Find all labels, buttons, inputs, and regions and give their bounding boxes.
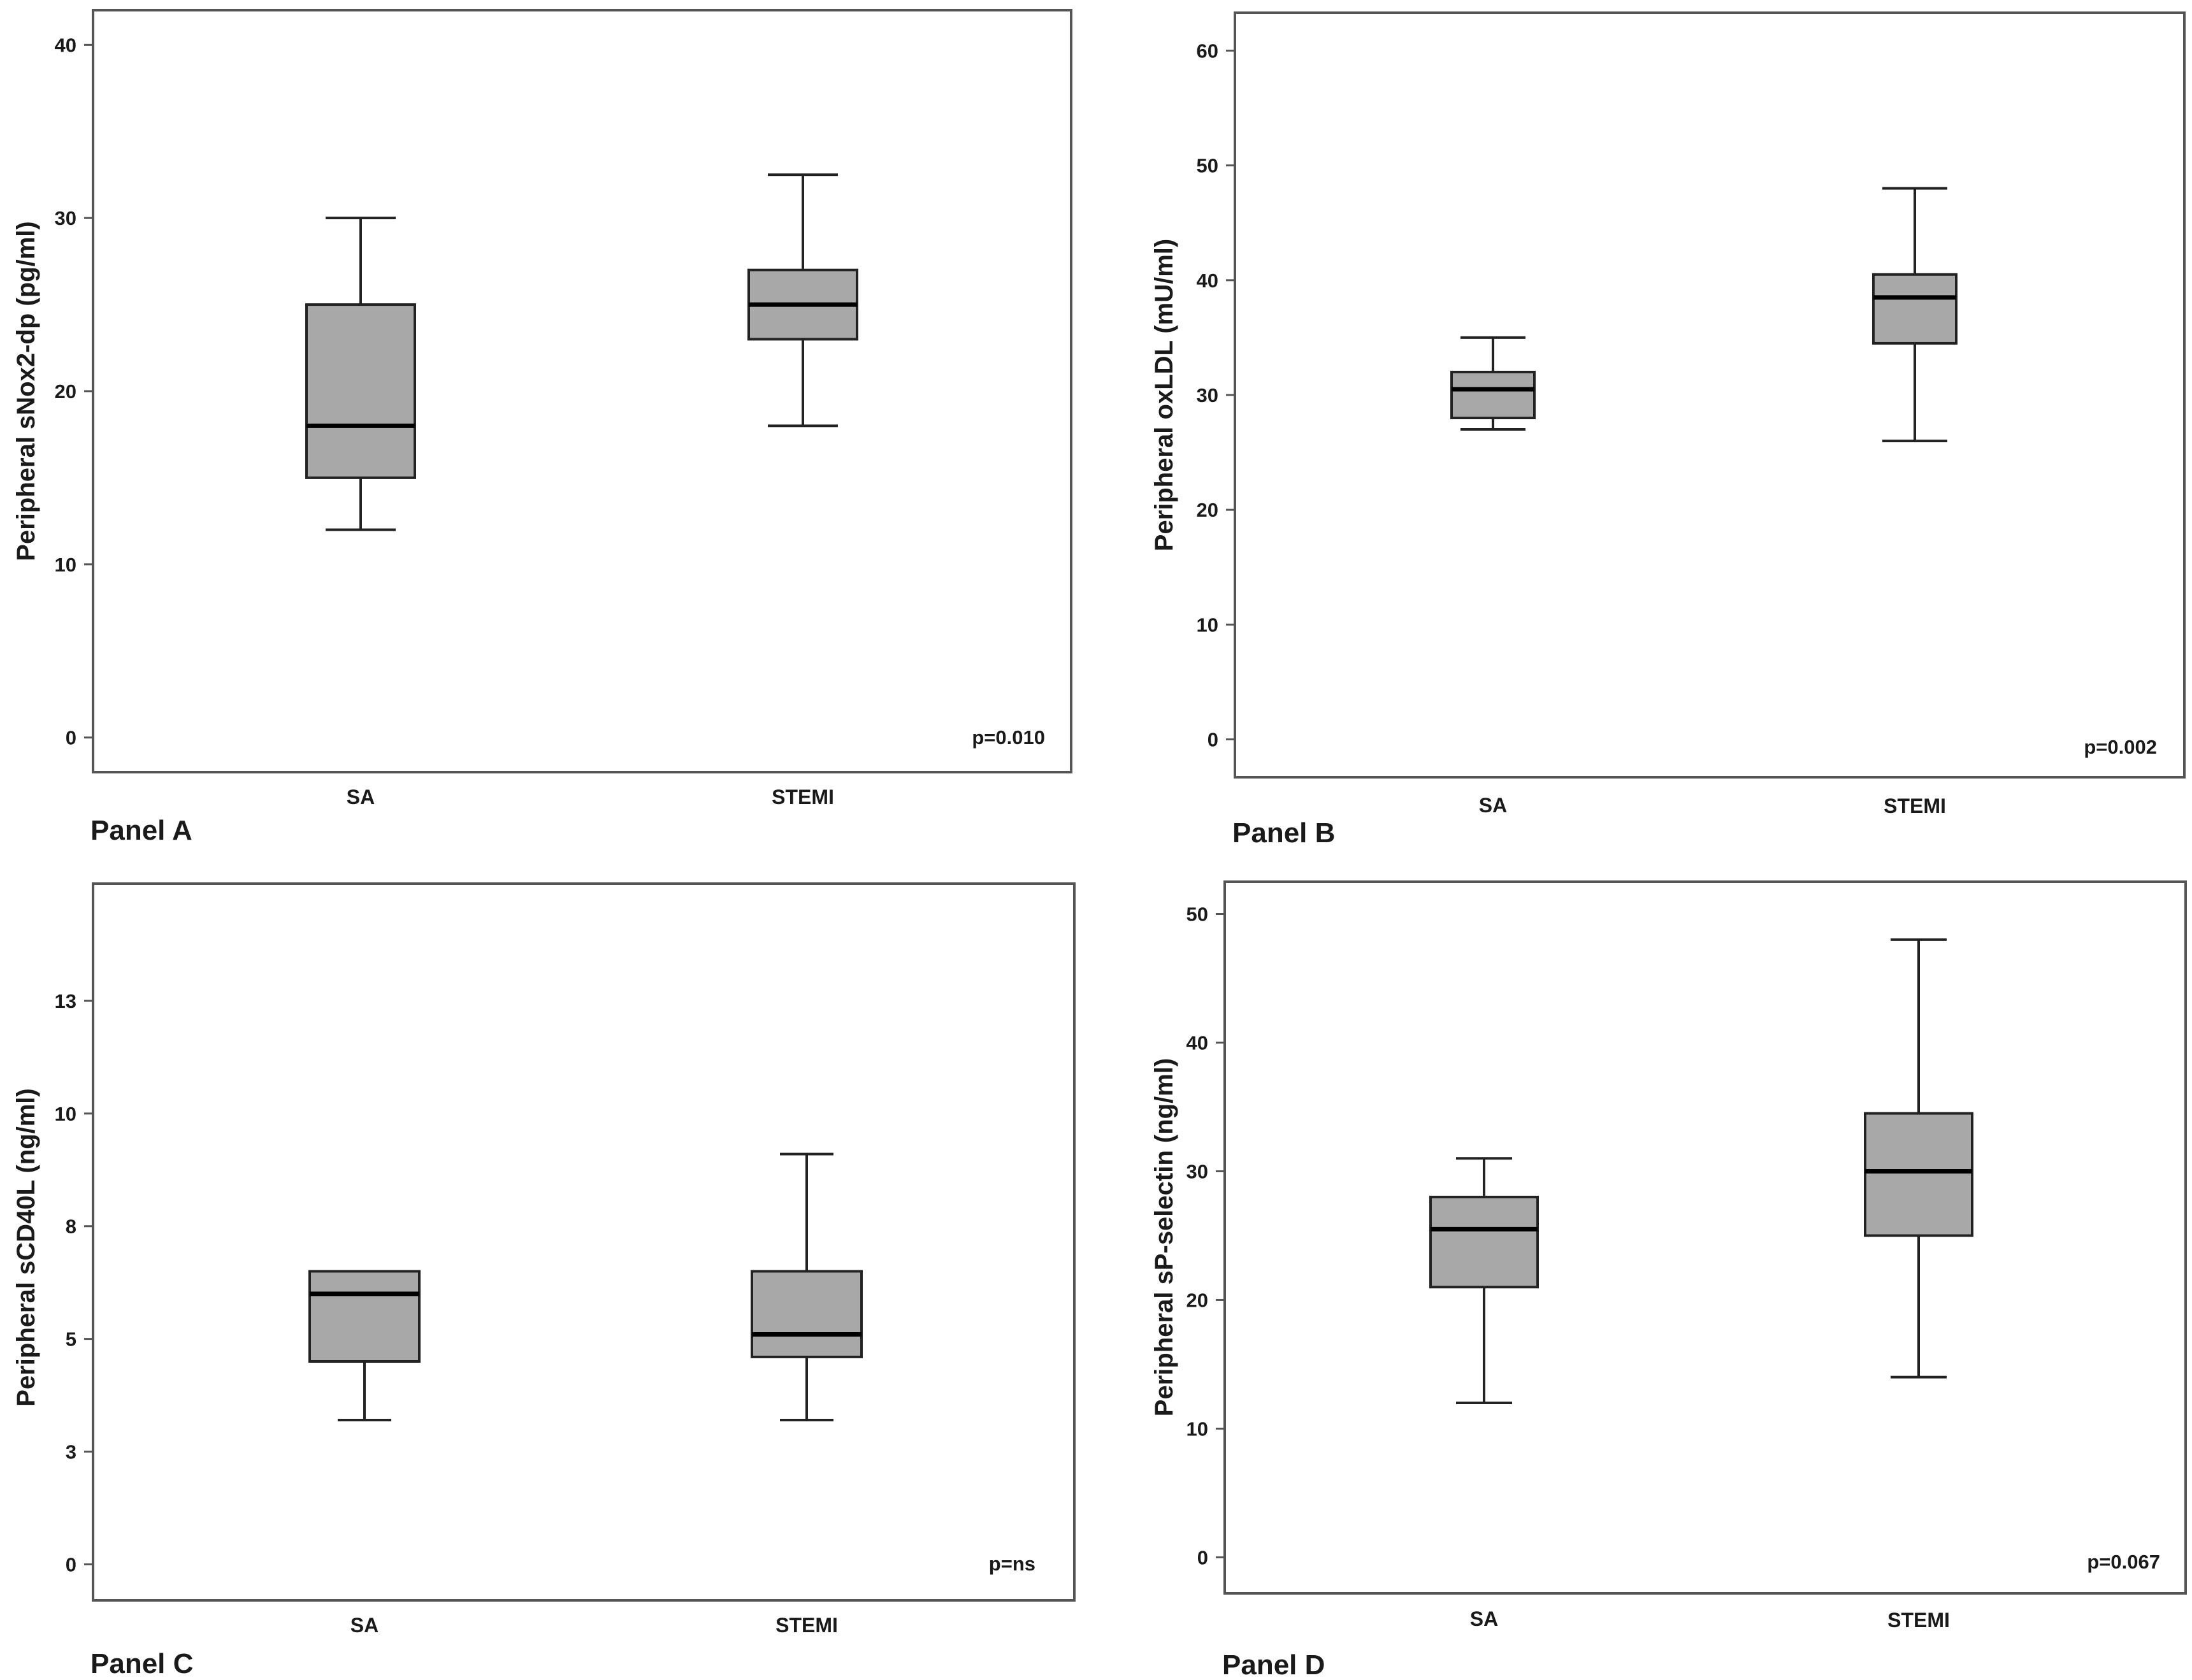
panel-d-ytick-label: 30: [1186, 1160, 1208, 1182]
panel-c-stemi-box: [751, 1270, 863, 1358]
panel-b-stemi-box: [1872, 273, 1958, 345]
panel-b: 0 10 20 30 40 50 60 Peripheral oxLDL (mU/ml) S…: [1150, 11, 2186, 849]
panel-c-ticks: 0 3 5 8 10 13: [55, 990, 93, 1576]
panel-a-ytick-label: 20: [55, 380, 76, 403]
panel-b-ylabel: Peripheral oxLDL (mU/ml): [1150, 239, 1178, 551]
panel-a-frame: [92, 9, 1072, 773]
panel-d-ytick-label: 50: [1186, 903, 1208, 925]
panel-a-label: Panel A: [90, 815, 192, 846]
panel-c-sa-box: [308, 1270, 421, 1363]
panel-c-ytick-label: 0: [66, 1553, 76, 1576]
panel-c-xtick-sa: SA: [350, 1614, 379, 1637]
panel-b-frame: [1234, 11, 2186, 779]
panel-c-ylabel: Peripheral sCD40L (ng/ml): [12, 1088, 40, 1406]
panel-d-label: Panel D: [1222, 1649, 1325, 1680]
panel-c-ytick-label: 10: [55, 1103, 76, 1125]
panel-b-xtick-stemi: STEMI: [1884, 794, 1946, 817]
panel-d-sa-box: [1429, 1195, 1539, 1289]
panel-d-xtick-stemi: STEMI: [1887, 1609, 1950, 1632]
panel-d-xtick-sa: SA: [1470, 1607, 1498, 1630]
panel-d-ytick-label: 0: [1197, 1546, 1208, 1569]
panel-b-xtick-sa: SA: [1479, 794, 1507, 817]
panel-d-ytick-label: 10: [1186, 1418, 1208, 1440]
panel-b-boxes: [1450, 187, 1958, 443]
panel-c-ytick-label: 5: [66, 1328, 76, 1351]
panel-a-ytick-label: 40: [55, 34, 76, 56]
panel-d-p-value: p=0.067: [2087, 1551, 2160, 1573]
panel-a-sa-box: [305, 303, 416, 479]
panel-c-frame: [92, 882, 1076, 1602]
panel-a-boxes: [305, 173, 858, 531]
panel-a-ytick-label: 0: [66, 727, 76, 749]
panel-d: 0 10 20 30 40 50 Peripheral sP-selectin (ng/m…: [1150, 880, 2187, 1680]
panel-b-ytick-label: 20: [1197, 499, 1218, 521]
panel-a-ytick-label: 30: [55, 207, 76, 229]
panel-b-ytick-label: 40: [1197, 269, 1218, 292]
panel-a-xtick-stemi: STEMI: [772, 786, 834, 808]
panel-a-ticks: 0 10 20 30 40: [55, 34, 93, 749]
panel-d-ytick-label: 40: [1186, 1031, 1208, 1054]
panel-b-ticks: 0 10 20 30 40 50 60: [1197, 39, 1235, 751]
panel-d-boxes: [1429, 938, 1973, 1405]
panel-b-ytick-label: 0: [1208, 729, 1218, 751]
panel-c-p-value: p=ns: [989, 1553, 1035, 1575]
panel-a-ytick-label: 10: [55, 554, 76, 576]
panel-b-sa-box: [1450, 370, 1536, 420]
panel-a-ylabel: Peripheral sNox2-dp (pg/ml): [12, 221, 40, 561]
panel-b-ytick-label: 50: [1197, 155, 1218, 177]
panel-a: 0 10 20 30 40 Peripheral sNox2-dp (pg/ml) SA…: [12, 9, 1072, 846]
panel-c-boxes: [308, 1152, 863, 1421]
panel-b-ytick-label: 60: [1197, 39, 1218, 62]
panel-c-ytick-label: 3: [66, 1441, 76, 1463]
panel-d-stemi-box: [1864, 1112, 1973, 1237]
panel-a-p-value: p=0.010: [972, 726, 1045, 749]
panel-d-ytick-label: 20: [1186, 1289, 1208, 1311]
panel-c-label: Panel C: [90, 1648, 193, 1679]
panel-d-frame: [1223, 880, 2187, 1595]
panel-b-ytick-label: 30: [1197, 384, 1218, 406]
panel-a-xtick-sa: SA: [347, 786, 375, 808]
panel-c-xtick-stemi: STEMI: [775, 1614, 838, 1637]
panel-c: 0 3 5 8 10 13 Peripheral sCD40L (ng/ml) SA ST…: [12, 882, 1076, 1679]
panel-b-ytick-label: 10: [1197, 614, 1218, 636]
panel-d-ylabel: Peripheral sP-selectin (ng/ml): [1150, 1058, 1178, 1416]
panel-c-ytick-label: 13: [55, 990, 76, 1012]
panel-b-label: Panel B: [1232, 817, 1335, 849]
panel-d-ticks: 0 10 20 30 40 50: [1186, 903, 1225, 1569]
panel-b-p-value: p=0.002: [2084, 736, 2157, 758]
panel-c-ytick-label: 8: [66, 1216, 76, 1238]
